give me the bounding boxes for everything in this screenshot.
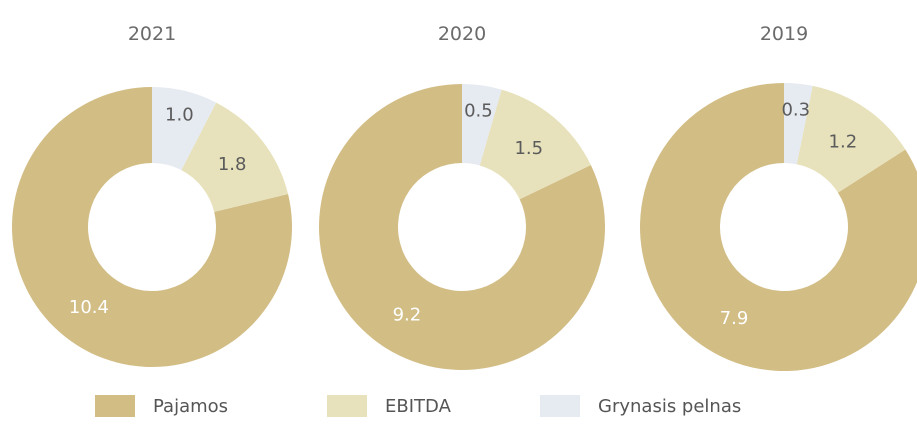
slice-grynasis-pelnas (462, 84, 502, 166)
slice-ebitda (796, 85, 906, 193)
slice-value-label: 0.3 (781, 100, 810, 121)
legend-swatch-ebitda (327, 395, 367, 417)
slice-grynasis-pelnas (152, 87, 217, 171)
slice-grynasis-pelnas (784, 83, 813, 165)
chart-title: 2021 (128, 23, 176, 45)
slice-value-label: 1.8 (218, 154, 247, 175)
slice-value-label: 1.0 (165, 104, 194, 125)
legend-label-pajamos: Pajamos (153, 396, 228, 417)
legend-label-ebitda: EBITDA (385, 396, 452, 417)
slice-value-label: 1.5 (514, 138, 543, 159)
slice-value-label: 0.5 (464, 101, 493, 122)
donut-chart-2021: 2021 10.4 1.8 1.0 (12, 23, 293, 367)
slice-value-label: 10.4 (69, 297, 109, 318)
legend-swatch-pajamos (95, 395, 135, 417)
legend: Pajamos EBITDA Grynasis pelnas (95, 395, 741, 417)
slice-value-label: 7.9 (720, 308, 749, 329)
donut-chart-2019: 2019 7.9 1.2 0.3 (640, 23, 917, 371)
slice-pajamos (319, 84, 606, 370)
donut-chart-2020: 2020 9.2 1.5 0.5 (319, 23, 606, 370)
slice-ebitda (181, 102, 289, 212)
chart-title: 2020 (438, 23, 486, 45)
chart-title: 2019 (760, 23, 808, 45)
slice-ebitda (479, 89, 591, 200)
slice-pajamos (640, 83, 917, 371)
slice-value-label: 1.2 (829, 131, 858, 152)
slice-value-label: 9.2 (393, 305, 422, 326)
legend-swatch-grynasis-pelnas (540, 395, 580, 417)
legend-label-grynasis-pelnas: Grynasis pelnas (598, 396, 741, 417)
slice-pajamos (12, 87, 293, 367)
